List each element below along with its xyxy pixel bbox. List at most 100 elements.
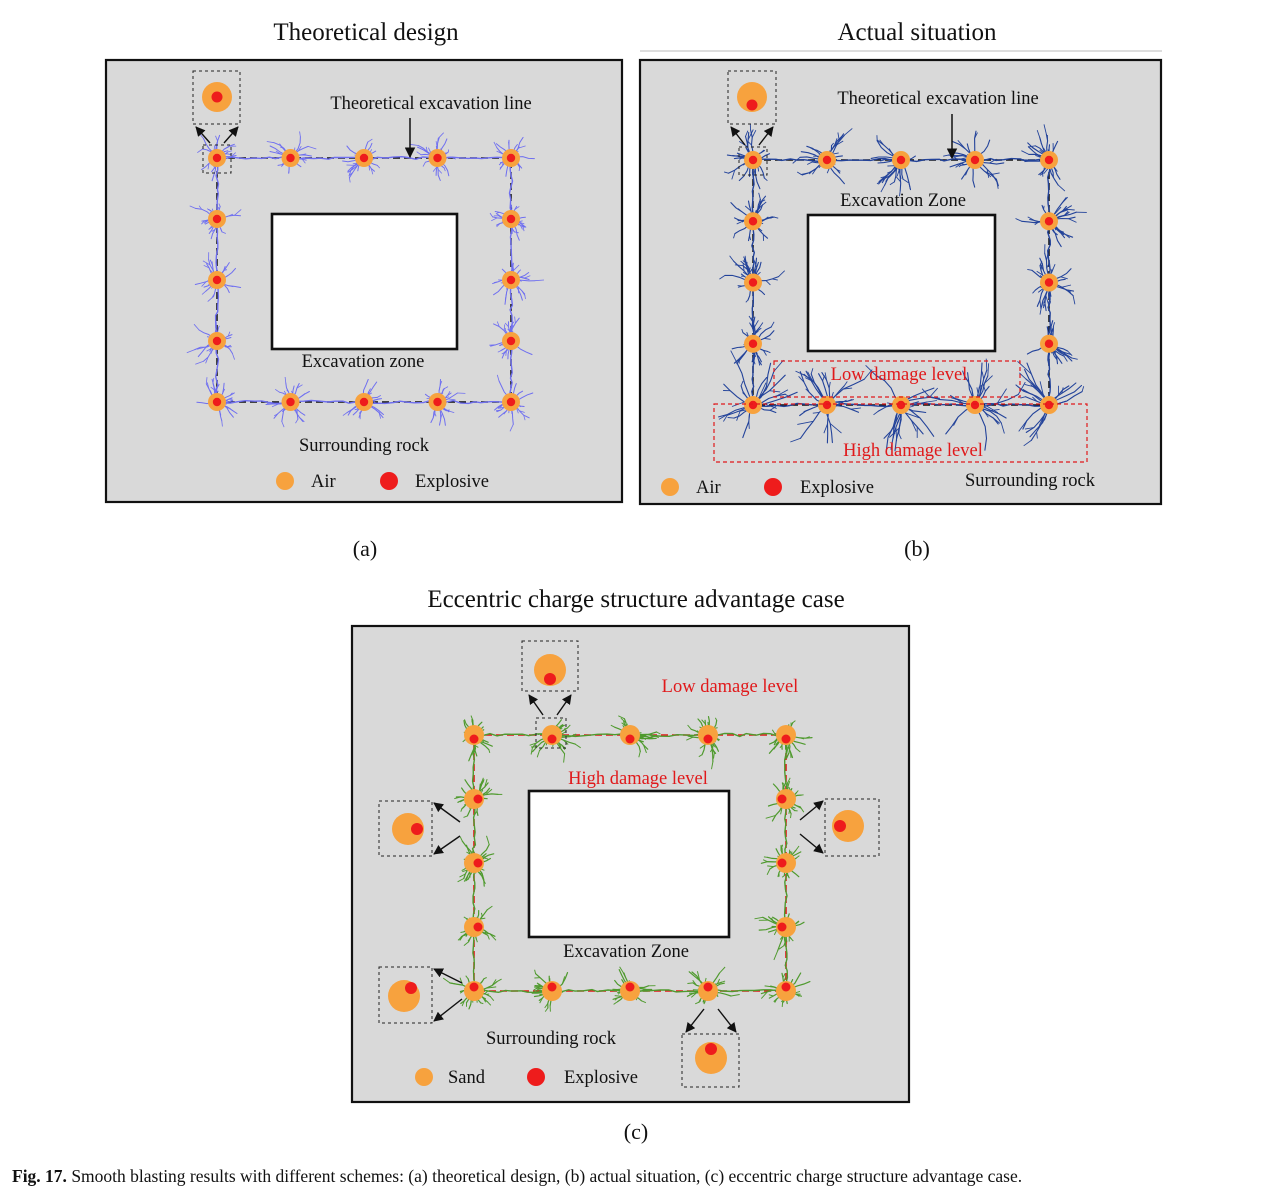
crack-branch — [982, 383, 986, 392]
crack-branch — [996, 179, 1000, 187]
blast-hole-explosive — [1044, 217, 1054, 226]
figure-canvas: Theoretical design Theoretical excavatio… — [104, 19, 1163, 1144]
crack-branch — [795, 748, 801, 753]
crack-branch — [619, 966, 624, 974]
crack-branch — [207, 297, 213, 302]
panel-b-excavation-opening — [806, 213, 997, 353]
crack-branch — [1027, 268, 1033, 271]
panel-c-legend-explosive-label: Explosive — [564, 1068, 638, 1088]
panel-b-low-damage-label: Low damage level — [831, 365, 968, 385]
crack-branch — [744, 205, 752, 212]
blast-hole-explosive — [970, 155, 980, 165]
crack-branch — [638, 751, 641, 758]
crack-branch — [1020, 396, 1026, 399]
crack-branch — [221, 420, 223, 427]
crack-branch — [440, 413, 443, 420]
crack-branch — [790, 437, 801, 443]
crack-branch — [503, 324, 506, 331]
crack-branch — [1063, 355, 1068, 362]
panel-b-high-damage-label: High damage level — [843, 441, 983, 461]
crack-branch — [493, 141, 498, 148]
crack-branch — [763, 350, 767, 356]
crack-branch — [216, 384, 220, 389]
panel-b-surrounding-rock-label: Surrounding rock — [965, 471, 1096, 491]
crack-branch — [1039, 381, 1044, 395]
crack-branch — [1061, 387, 1064, 394]
crack-branch — [485, 788, 493, 795]
crack-branch — [544, 1007, 549, 1012]
crack-branch — [734, 264, 743, 267]
blast-hole-explosive — [286, 153, 295, 163]
crack-branch — [1057, 184, 1066, 192]
panel-c-inset-bottom-left-explosive — [405, 982, 417, 994]
crack-branch — [463, 941, 469, 946]
crack-branch — [461, 868, 466, 872]
panel-a-inset-box — [192, 70, 241, 125]
blast-hole-explosive — [1044, 155, 1054, 165]
crack-branch — [790, 813, 792, 819]
crack-branch — [721, 980, 726, 983]
panel-c-inset-right-box — [824, 798, 880, 857]
crack-branch — [416, 151, 422, 156]
crack-branch — [778, 945, 785, 950]
crack-branch — [833, 140, 844, 148]
panel-c-inset-top-sand — [534, 654, 566, 686]
crack-branch — [754, 320, 759, 328]
crack-branch — [1067, 350, 1073, 357]
crack-branch — [876, 178, 884, 185]
blast-hole-explosive — [547, 982, 557, 992]
crack-branch — [442, 977, 451, 984]
blast-hole-explosive — [212, 153, 222, 163]
crack-branch — [1072, 295, 1076, 305]
crack-branch — [422, 162, 426, 167]
crack-branch — [699, 744, 706, 749]
crack-branch — [742, 260, 747, 264]
crack-branch — [574, 743, 581, 749]
crack-branch — [487, 935, 490, 940]
crack-branch — [754, 916, 763, 920]
crack-branch — [749, 322, 755, 331]
crack-branch — [723, 171, 729, 174]
crack-branch — [481, 777, 484, 782]
crack-branch — [787, 777, 791, 784]
panel-c-inset-bottom-left-arrow-up — [433, 968, 463, 984]
crack-branch — [1036, 129, 1041, 138]
blast-hole-explosive — [506, 214, 516, 224]
crack-branch — [529, 742, 537, 746]
crack-branch — [889, 181, 895, 186]
crack-branch — [795, 370, 804, 376]
crack-branch — [1024, 427, 1035, 430]
crack-branch — [207, 163, 210, 170]
crack-branch — [1039, 300, 1042, 310]
crack-branch — [496, 374, 500, 382]
panel-c-inset-bottom-right-sand — [695, 1042, 727, 1074]
panel-c-inset-top-explosive — [544, 673, 556, 685]
crack-branch — [773, 359, 784, 372]
crack-branch — [1047, 299, 1051, 304]
crack-branch — [996, 388, 1007, 404]
crack-branch — [370, 168, 374, 175]
crack-branch — [307, 146, 317, 150]
crack-branch — [462, 869, 468, 873]
panel-b-inset-box — [727, 70, 777, 125]
crack-branch — [1043, 124, 1047, 135]
crack-branch — [1052, 322, 1056, 327]
crack-branch — [986, 169, 990, 178]
crack-branch — [766, 868, 771, 876]
crack-branch — [981, 371, 985, 379]
crack-branch — [218, 203, 221, 207]
crack-branch — [764, 985, 771, 988]
blast-hole-explosive — [777, 922, 787, 932]
panel-a-sublabel: (a) — [353, 536, 377, 561]
crack-branch — [215, 135, 218, 142]
panel-c-legend-explosive-icon — [527, 1068, 545, 1086]
crack-branch — [987, 363, 990, 377]
panel-a-excavation-line-label: Theoretical excavation line — [330, 94, 531, 114]
panel-c-inset-top-box — [521, 640, 579, 692]
crack-branch — [1071, 357, 1078, 360]
crack-branch — [729, 255, 734, 262]
panel-b-inset-explosive — [746, 99, 758, 111]
panel-a-inset-arrow-left — [195, 126, 211, 144]
blast-hole-explosive — [506, 275, 516, 285]
crack-branch — [812, 411, 820, 414]
